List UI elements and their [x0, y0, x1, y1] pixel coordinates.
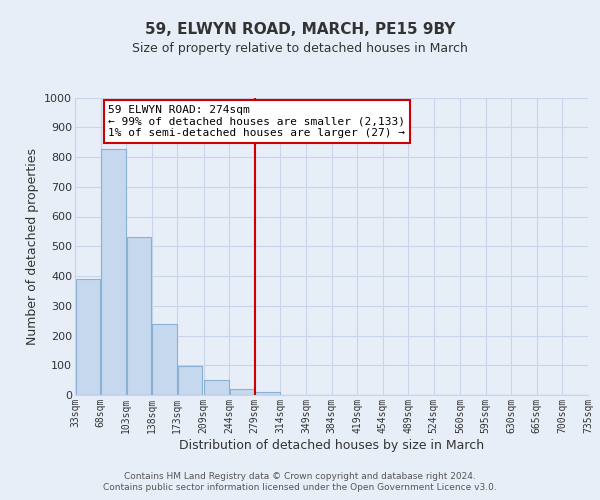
Bar: [127, 238, 151, 395]
Bar: [256, 392, 280, 395]
Bar: [152, 324, 176, 395]
Bar: [204, 380, 229, 395]
Text: 59 ELWYN ROAD: 274sqm
← 99% of detached houses are smaller (2,133)
1% of semi-de: 59 ELWYN ROAD: 274sqm ← 99% of detached …: [108, 105, 405, 138]
Text: Size of property relative to detached houses in March: Size of property relative to detached ho…: [132, 42, 468, 55]
Y-axis label: Number of detached properties: Number of detached properties: [26, 148, 38, 345]
X-axis label: Distribution of detached houses by size in March: Distribution of detached houses by size …: [179, 438, 484, 452]
Text: Contains HM Land Registry data © Crown copyright and database right 2024.: Contains HM Land Registry data © Crown c…: [124, 472, 476, 481]
Bar: [101, 150, 125, 395]
Bar: [178, 366, 202, 395]
Bar: [76, 279, 100, 395]
Text: 59, ELWYN ROAD, MARCH, PE15 9BY: 59, ELWYN ROAD, MARCH, PE15 9BY: [145, 22, 455, 38]
Text: Contains public sector information licensed under the Open Government Licence v3: Contains public sector information licen…: [103, 483, 497, 492]
Bar: [230, 389, 254, 395]
